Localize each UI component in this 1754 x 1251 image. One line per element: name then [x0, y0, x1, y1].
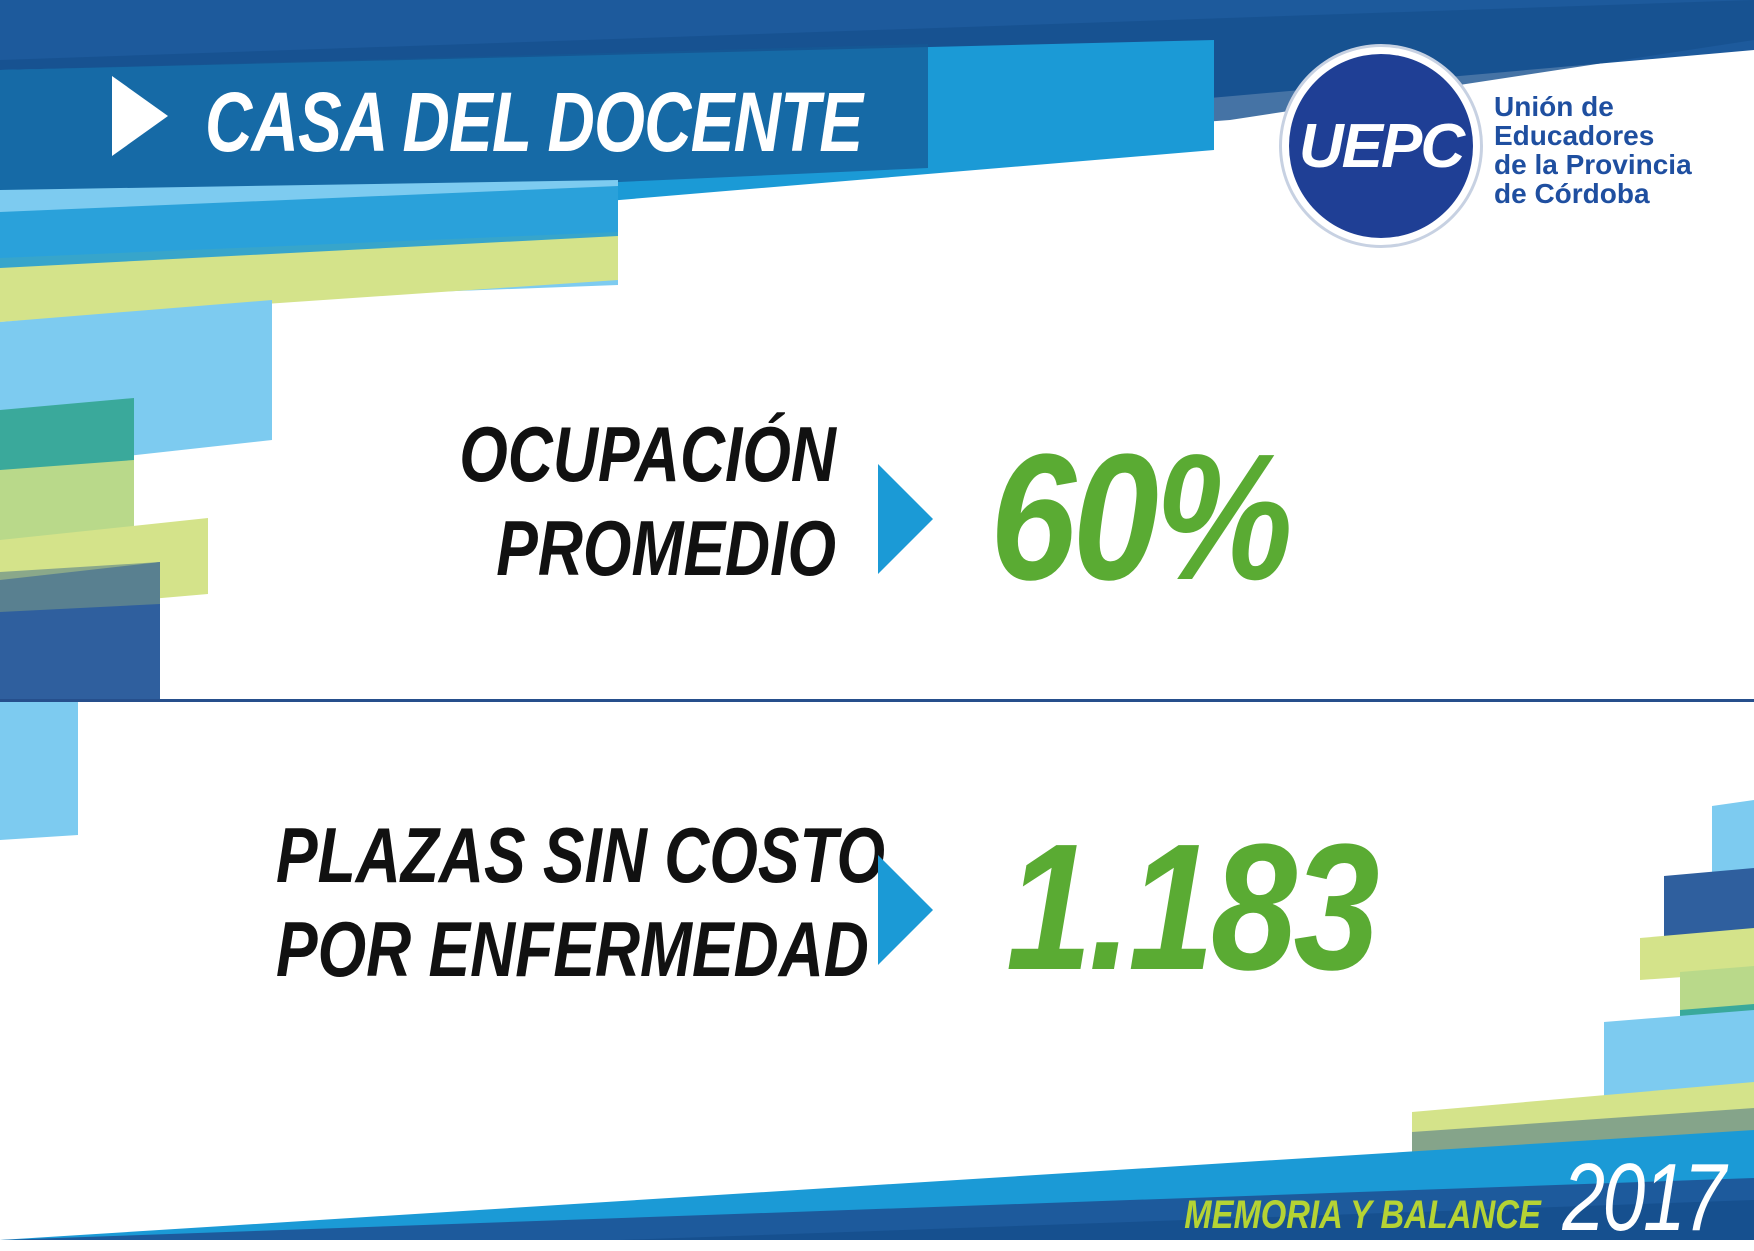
free-places-arrow-icon [878, 855, 933, 965]
free-places-label-line: PLAZAS SIN COSTO [276, 811, 886, 899]
free-places-label: PLAZAS SIN COSTO POR ENFERMEDAD [276, 808, 886, 996]
occupancy-label: OCUPACIÓN PROMEDIO [276, 407, 836, 595]
top-band-title-plate [0, 44, 928, 210]
section-divider [0, 699, 1754, 702]
organization-name-line: Unión de [1494, 91, 1614, 122]
top-band-cyan [0, 186, 618, 268]
free-places-label-line: POR ENFERMEDAD [276, 905, 869, 993]
right-lime-bar [1640, 928, 1754, 980]
organization-name-line: de la Provincia [1494, 149, 1692, 180]
occupancy-arrow-icon [878, 464, 933, 574]
occupancy-value: 60% [990, 417, 1293, 618]
organization-name: Unión de Educadores de la Provincia de C… [1494, 92, 1744, 208]
right-light-block-2 [1604, 1010, 1754, 1100]
left-lime-block [0, 460, 134, 552]
organization-name-line: Educadores [1494, 120, 1655, 151]
footer-label: MEMORIA Y BALANCE [1183, 1193, 1541, 1237]
logo-acronym: UEPC [1298, 111, 1465, 181]
footer-year: 2017 [1562, 1144, 1727, 1251]
free-places-value: 1.183 [1006, 807, 1380, 1008]
occupancy-label-line: PROMEDIO [496, 504, 836, 592]
occupancy-label-line: OCUPACIÓN [459, 410, 836, 498]
left-grey-overlay [0, 562, 160, 612]
footer-brand: MEMORIA Y BALANCE 2017 [1106, 1144, 1727, 1251]
title-arrow-icon [112, 76, 168, 156]
page-title: CASA DEL DOCENTE [205, 75, 863, 169]
left-bottom-light [0, 702, 78, 840]
organization-name-line: de Córdoba [1494, 178, 1650, 209]
uepc-logo: UEPC [1289, 54, 1473, 238]
bottom-deep-band [620, 1200, 1754, 1240]
